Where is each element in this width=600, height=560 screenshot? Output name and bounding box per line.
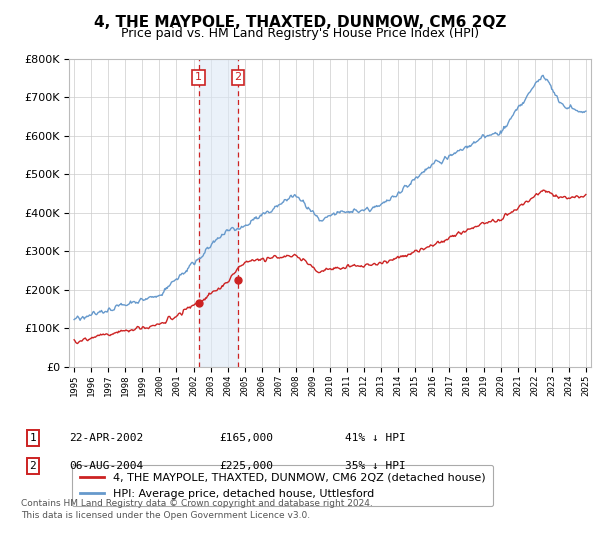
- Text: 35% ↓ HPI: 35% ↓ HPI: [345, 461, 406, 471]
- Legend: 4, THE MAYPOLE, THAXTED, DUNMOW, CM6 2QZ (detached house), HPI: Average price, d: 4, THE MAYPOLE, THAXTED, DUNMOW, CM6 2QZ…: [72, 465, 493, 506]
- Bar: [199, 59, 238, 367]
- Text: 2: 2: [29, 461, 37, 471]
- Text: This data is licensed under the Open Government Licence v3.0.: This data is licensed under the Open Gov…: [21, 511, 310, 520]
- Text: £225,000: £225,000: [219, 461, 273, 471]
- Text: 4, THE MAYPOLE, THAXTED, DUNMOW, CM6 2QZ: 4, THE MAYPOLE, THAXTED, DUNMOW, CM6 2QZ: [94, 15, 506, 30]
- Text: £165,000: £165,000: [219, 433, 273, 443]
- Text: 41% ↓ HPI: 41% ↓ HPI: [345, 433, 406, 443]
- Text: 2: 2: [235, 72, 241, 82]
- Text: Contains HM Land Registry data © Crown copyright and database right 2024.: Contains HM Land Registry data © Crown c…: [21, 500, 373, 508]
- Text: 1: 1: [195, 72, 202, 82]
- Text: 22-APR-2002: 22-APR-2002: [69, 433, 143, 443]
- Text: 1: 1: [29, 433, 37, 443]
- Text: 06-AUG-2004: 06-AUG-2004: [69, 461, 143, 471]
- Text: Price paid vs. HM Land Registry's House Price Index (HPI): Price paid vs. HM Land Registry's House …: [121, 27, 479, 40]
